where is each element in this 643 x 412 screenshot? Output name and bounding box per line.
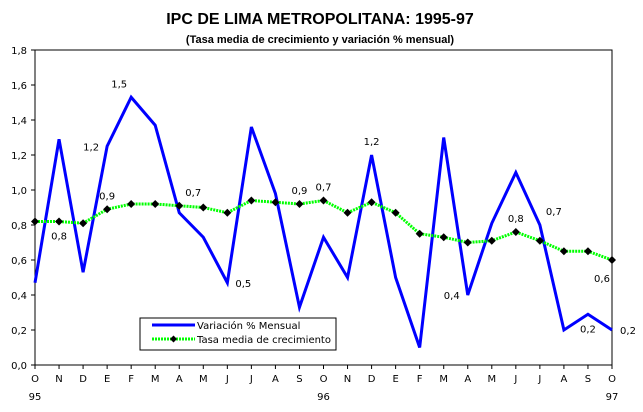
legend-label-variacion: Variación % Mensual bbox=[197, 320, 300, 332]
x-tick-label: S bbox=[296, 374, 302, 385]
x-tick-label: E bbox=[104, 374, 110, 385]
series-marker-tasa bbox=[511, 228, 520, 236]
data-label: 0,4 bbox=[444, 291, 460, 302]
x-tick-label: O bbox=[31, 374, 39, 385]
data-label: 0,5 bbox=[235, 279, 251, 290]
series-marker-tasa bbox=[199, 203, 208, 212]
x-tick-label: F bbox=[128, 374, 134, 385]
data-label: 0,7 bbox=[185, 188, 201, 199]
data-label: 0,2 bbox=[620, 326, 636, 337]
series-marker-tasa bbox=[559, 247, 568, 256]
data-label: 0,2 bbox=[580, 324, 596, 335]
series-marker-tasa bbox=[151, 200, 160, 208]
x-tick-label: O bbox=[608, 374, 616, 385]
x-tick-label: A bbox=[464, 374, 471, 385]
legend-box bbox=[139, 317, 337, 351]
legend-label-tasa: Tasa media de crecimiento bbox=[196, 335, 331, 346]
y-tick-label: 0,4 bbox=[11, 291, 27, 302]
x-tick-label: M bbox=[199, 374, 208, 385]
series-line-variacion bbox=[33, 94, 613, 348]
y-tick-label: 1,8 bbox=[11, 46, 27, 57]
chart-subtitle: (Tasa media de crecimiento y variación %… bbox=[186, 34, 455, 46]
x-year-label: 95 bbox=[29, 392, 42, 403]
data-label: 0,6 bbox=[594, 274, 610, 285]
series-marker-tasa bbox=[79, 219, 88, 228]
x-tick-label: D bbox=[368, 374, 376, 385]
series-marker-tasa bbox=[247, 196, 256, 205]
x-tick-label: M bbox=[487, 374, 496, 385]
series-marker-tasa bbox=[55, 217, 64, 226]
series-marker-tasa bbox=[175, 201, 184, 210]
x-tick-label: S bbox=[585, 374, 591, 385]
x-tick-label: E bbox=[392, 374, 398, 385]
series-lines bbox=[31, 94, 616, 348]
x-tick-label: O bbox=[320, 374, 328, 385]
series-marker-tasa bbox=[319, 196, 328, 205]
x-tick-label: J bbox=[513, 374, 517, 385]
series-marker-tasa bbox=[271, 198, 280, 207]
series-marker-tasa bbox=[415, 229, 424, 238]
x-tick-label: J bbox=[537, 374, 541, 385]
series-marker-tasa bbox=[127, 200, 136, 208]
data-label: 0,7 bbox=[546, 207, 562, 218]
data-label: 0,8 bbox=[508, 214, 524, 225]
series-marker-tasa bbox=[367, 198, 376, 207]
chart-title: IPC DE LIMA METROPOLITANA: 1995-97 bbox=[166, 11, 474, 28]
series-marker-tasa bbox=[31, 217, 39, 226]
x-tick-label: N bbox=[55, 374, 62, 385]
series-marker-tasa bbox=[295, 200, 304, 208]
data-labels: 0,8 1,2 1,5 0,9 0,7 0,5 0,9 0,7 1,2 0,4 0,8 0,7 0,6 0… bbox=[51, 79, 636, 337]
y-tick-label: 0,6 bbox=[11, 256, 27, 267]
y-tick-label: 0,8 bbox=[11, 221, 27, 232]
series-marker-tasa bbox=[343, 208, 352, 217]
series-marker-tasa bbox=[223, 208, 232, 217]
data-label: 0,9 bbox=[292, 186, 308, 197]
x-tick-label: A bbox=[176, 374, 183, 385]
y-tick-label: 1,4 bbox=[11, 116, 27, 127]
x-tick-label: F bbox=[417, 374, 423, 385]
series-marker-tasa bbox=[535, 236, 544, 245]
y-tick-label: 1,6 bbox=[11, 81, 27, 92]
x-tick-label: M bbox=[439, 374, 448, 385]
x-tick-label: M bbox=[151, 374, 160, 385]
series-marker-tasa bbox=[439, 233, 448, 242]
series-marker-tasa bbox=[487, 236, 496, 245]
data-label: 1,2 bbox=[364, 137, 380, 148]
x-tick-label: J bbox=[225, 374, 229, 385]
x-year-label: 96 bbox=[317, 392, 330, 403]
x-tick-label: J bbox=[249, 374, 253, 385]
y-tick-label: 1,0 bbox=[11, 186, 27, 197]
series-marker-tasa bbox=[103, 205, 112, 214]
series-marker-tasa bbox=[391, 208, 400, 217]
y-tick-label: 0,2 bbox=[11, 326, 27, 337]
x-tick-label: D bbox=[79, 374, 87, 385]
series-line-tasa bbox=[35, 198, 613, 262]
data-label: 0,7 bbox=[316, 183, 332, 194]
x-year-label: 97 bbox=[606, 392, 619, 403]
data-label: 1,5 bbox=[111, 79, 127, 90]
series-marker-tasa bbox=[608, 256, 616, 264]
x-tick-label: A bbox=[560, 374, 567, 385]
x-tick-label: A bbox=[272, 374, 279, 385]
legend: Variación % Mensual Tasa media de crecim… bbox=[139, 317, 337, 351]
series-marker-tasa bbox=[463, 238, 472, 247]
legend-marker-tasa bbox=[170, 335, 177, 343]
series-marker-tasa bbox=[583, 247, 592, 256]
y-tick-label: 1,2 bbox=[11, 151, 27, 162]
axes: 0,0 0,2 0,4 0,6 0,8 1,0 1,2 1,4 1,6 1,8 O N D E F M A M J J… bbox=[11, 46, 618, 403]
data-label: 1,2 bbox=[83, 142, 99, 153]
data-label: 0,9 bbox=[99, 191, 115, 202]
data-label: 0,8 bbox=[51, 232, 67, 243]
y-tick-label: 0,0 bbox=[11, 361, 27, 372]
x-tick-label: N bbox=[344, 374, 351, 385]
